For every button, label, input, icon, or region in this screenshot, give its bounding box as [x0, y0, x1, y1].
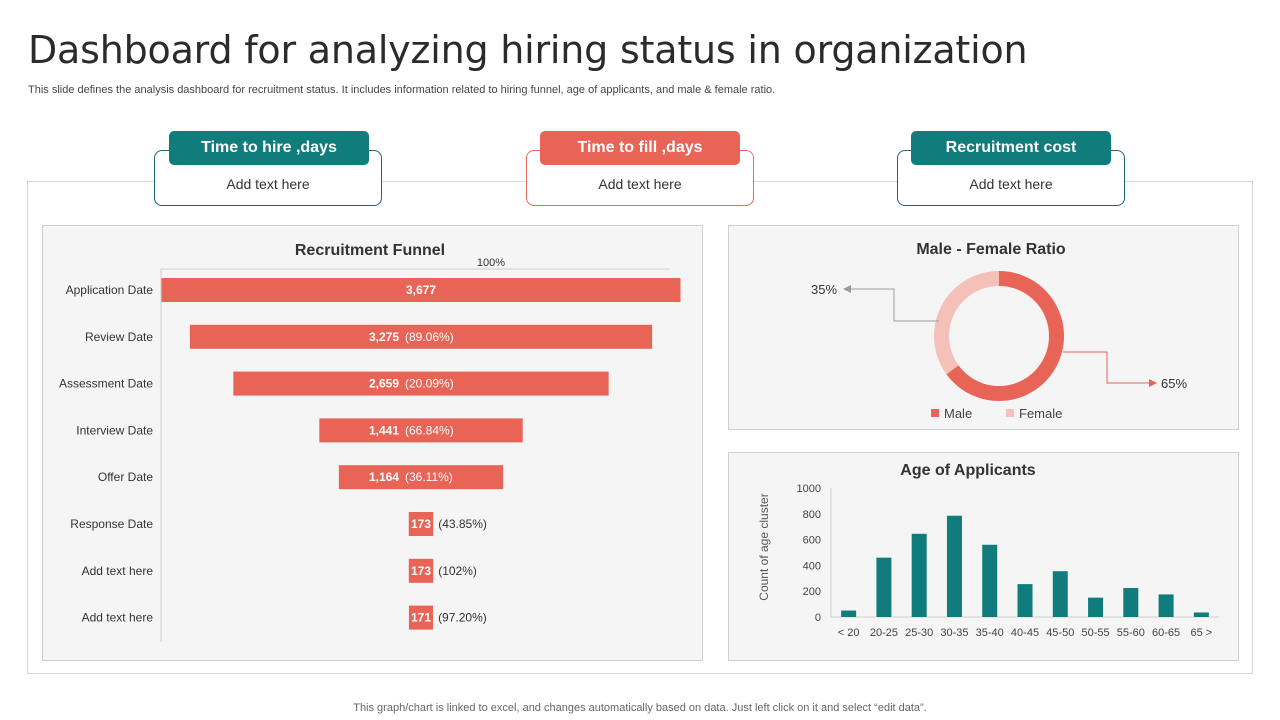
age-bar[interactable] — [946, 515, 962, 617]
funnel-bar[interactable] — [408, 512, 434, 536]
funnel-bar[interactable] — [408, 605, 434, 630]
age-bar[interactable] — [1193, 612, 1209, 617]
age-bar[interactable] — [1123, 587, 1139, 617]
kpi-value: Add text here — [226, 176, 310, 192]
gender-title: Male - Female Ratio — [916, 241, 1066, 258]
funnel-percent-label: (102%) — [438, 564, 477, 578]
male-percent-label: 65% — [1161, 376, 1187, 391]
page-title: Dashboard for analyzing hiring status in… — [28, 28, 1028, 72]
funnel-value-label: 3,677 — [406, 283, 436, 297]
age-bar[interactable] — [1158, 594, 1174, 617]
funnel-category-label: Review Date — [85, 330, 153, 344]
x-tick-label: 40-45 — [1011, 627, 1039, 639]
gender-panel: Male - Female Ratio 65% 35% Male Female — [728, 225, 1239, 430]
funnel-category-label: Add text here — [82, 611, 154, 625]
age-y-axis-label: Count of age cluster — [757, 493, 771, 600]
funnel-top-label: 100% — [477, 257, 505, 269]
legend-swatch — [1006, 409, 1014, 417]
funnel-value-label: 173 — [411, 517, 431, 531]
y-tick-label: 1000 — [797, 483, 821, 495]
x-tick-label: 25-30 — [905, 627, 933, 639]
x-tick-label: 60-65 — [1152, 627, 1180, 639]
gender-ratio-chart[interactable]: Male - Female Ratio 65% 35% Male Female — [729, 226, 1240, 431]
legend-label: Female — [1019, 406, 1062, 421]
funnel-category-label: Offer Date — [98, 470, 153, 484]
age-bar[interactable] — [841, 610, 857, 617]
age-chart[interactable]: Age of Applicants Count of age cluster 0… — [729, 453, 1240, 662]
kpi-value: Add text here — [598, 176, 682, 192]
kpi-label-recruitment-cost: Recruitment cost — [911, 131, 1111, 165]
age-bar[interactable] — [1088, 597, 1104, 617]
x-tick-label: 35-40 — [976, 627, 1004, 639]
y-tick-label: 200 — [803, 586, 821, 598]
female-leader-arrow — [843, 285, 851, 293]
funnel-percent-label: (36.11%) — [405, 470, 453, 484]
y-tick-label: 0 — [815, 612, 821, 624]
funnel-category-label: Response Date — [70, 517, 153, 531]
funnel-bar[interactable] — [319, 418, 523, 443]
male-leader-line — [1063, 351, 1151, 384]
donut-slice[interactable] — [934, 271, 999, 375]
funnel-bar[interactable] — [189, 324, 653, 349]
x-tick-label: 45-50 — [1046, 627, 1074, 639]
y-tick-label: 600 — [803, 535, 821, 547]
funnel-bar[interactable] — [408, 558, 434, 583]
age-bar[interactable] — [1052, 571, 1068, 617]
female-leader-line — [849, 288, 939, 322]
age-bar[interactable] — [982, 544, 998, 617]
funnel-percent-label: (43.85%) — [438, 517, 487, 531]
age-panel: Age of Applicants Count of age cluster 0… — [728, 452, 1239, 661]
funnel-bar[interactable] — [338, 465, 504, 490]
age-title: Age of Applicants — [900, 462, 1036, 479]
kpi-label-time-to-hire: Time to hire ,days — [169, 131, 369, 165]
funnel-bar[interactable] — [233, 371, 609, 396]
funnel-title: Recruitment Funnel — [295, 242, 445, 259]
funnel-panel: Recruitment Funnel 100% Application Date… — [42, 225, 703, 661]
funnel-bar[interactable] — [161, 278, 681, 302]
female-percent-label: 35% — [811, 282, 837, 297]
age-bar[interactable] — [911, 533, 927, 617]
kpi-value: Add text here — [969, 176, 1053, 192]
age-bar[interactable] — [876, 557, 892, 617]
funnel-value-label: 171 — [411, 611, 431, 625]
male-leader-arrow — [1149, 379, 1157, 387]
x-tick-label: 20-25 — [870, 627, 898, 639]
y-tick-label: 800 — [803, 509, 821, 521]
x-tick-label: 50-55 — [1081, 627, 1109, 639]
funnel-percent-label: (97.20%) — [438, 611, 487, 625]
x-tick-label: < 20 — [838, 627, 860, 639]
age-bar[interactable] — [1017, 584, 1033, 617]
funnel-category-label: Interview Date — [76, 423, 153, 437]
funnel-category-label: Assessment Date — [59, 377, 153, 391]
funnel-category-label: Add text here — [82, 564, 154, 578]
x-tick-label: 30-35 — [940, 627, 968, 639]
x-tick-label: 55-60 — [1117, 627, 1145, 639]
funnel-percent-label: (89.06%) — [405, 330, 454, 344]
kpi-label-time-to-fill: Time to fill ,days — [540, 131, 740, 165]
funnel-chart[interactable]: Recruitment Funnel 100% Application Date… — [43, 226, 704, 662]
funnel-value-label: 173 — [411, 564, 431, 578]
funnel-value-label: 1,164 — [369, 470, 399, 484]
legend-label: Male — [944, 406, 972, 421]
funnel-value-label: 3,275 — [369, 330, 399, 344]
legend-swatch — [931, 409, 939, 417]
funnel-value-label: 2,659 — [369, 377, 399, 391]
x-tick-label: 65 > — [1191, 627, 1213, 639]
funnel-category-label: Application Date — [66, 283, 154, 297]
footer-note: This graph/chart is linked to excel, and… — [353, 702, 927, 714]
page-subtitle: This slide defines the analysis dashboar… — [28, 84, 776, 96]
y-tick-label: 400 — [803, 560, 821, 572]
funnel-value-label: 1,441 — [369, 423, 399, 437]
funnel-percent-label: (66.84%) — [405, 423, 454, 437]
funnel-percent-label: (20.09%) — [405, 377, 454, 391]
